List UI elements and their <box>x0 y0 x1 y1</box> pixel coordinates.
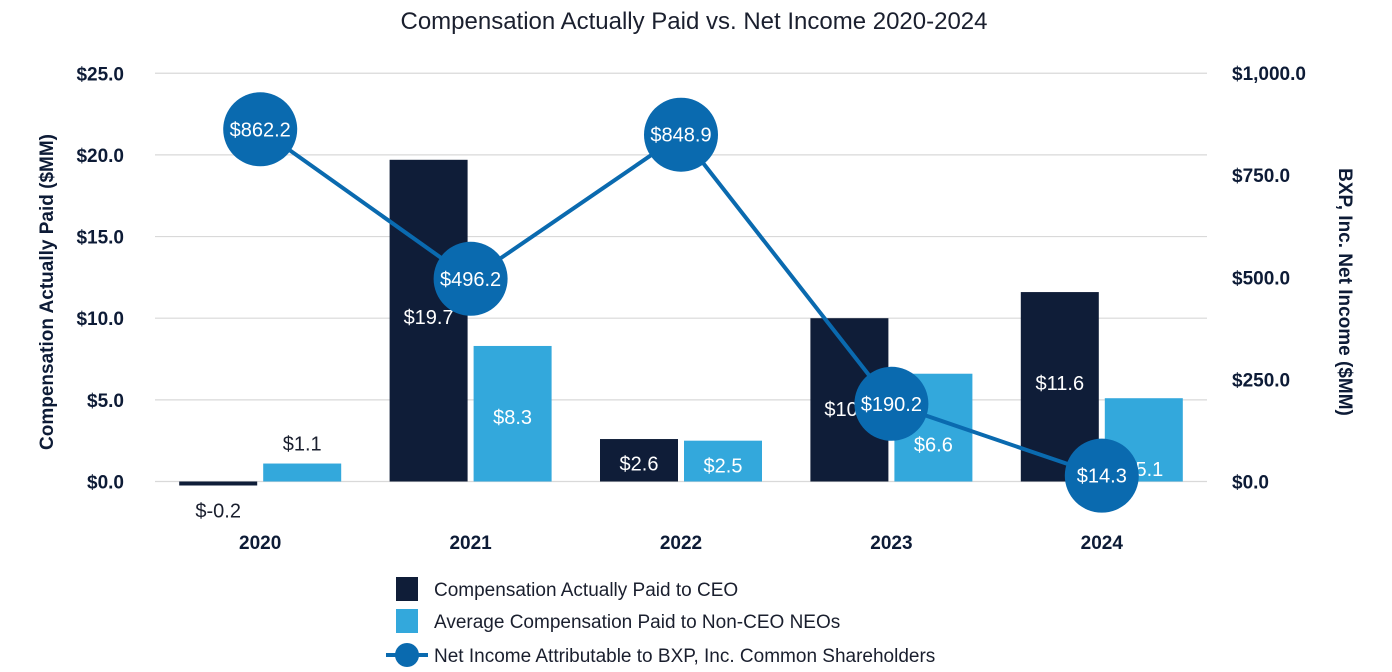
category-label-2022: 2022 <box>660 533 702 554</box>
ceo-bar-label-2021: $19.7 <box>404 307 454 329</box>
right-tick-label: $1,000.0 <box>1232 64 1306 85</box>
left-axis-title: Compensation Actually Paid ($MM) <box>37 134 58 450</box>
legend-marker-net-income <box>395 643 419 667</box>
net-income-marker-2020 <box>223 92 298 167</box>
right-tick-label: $0.0 <box>1232 473 1269 494</box>
neo-bar-2021 <box>473 345 552 482</box>
net-income-marker-2022 <box>644 97 718 172</box>
neo-bar-label-2020: $1.1 <box>283 434 322 456</box>
net-income-marker-2024 <box>1064 438 1139 513</box>
category-label-2020: 2020 <box>239 533 281 554</box>
net-income-label-2023: $190.2 <box>861 394 922 416</box>
net-income-label-2024: $14.3 <box>1077 466 1127 488</box>
net-income-line: $862.2 $496.2 $848.9 $190.2 $14.3 <box>223 92 1139 513</box>
net-income-polyline <box>259 127 1103 478</box>
right-axis-title: BXP, Inc. Net Income ($MM) <box>1334 168 1355 416</box>
left-tick-label: $5.0 <box>87 391 124 412</box>
left-tick-label: $20.0 <box>76 146 124 167</box>
left-tick-label: $15.0 <box>76 228 124 249</box>
ceo-bar-label-2024: $11.6 <box>1036 373 1085 395</box>
category-label-2024: 2024 <box>1081 533 1124 554</box>
category-label-2021: 2021 <box>449 533 492 554</box>
ceo-bar-label-2020: $-0.2 <box>195 501 241 523</box>
net-income-label-2021: $496.2 <box>440 269 501 291</box>
ceo-bar-2021 <box>389 159 468 482</box>
category-label-2023: 2023 <box>870 533 912 554</box>
neo-bar-label-2021: $8.3 <box>493 407 532 429</box>
ceo-bar-label-2022: $2.6 <box>620 454 659 476</box>
right-tick-label: $500.0 <box>1232 268 1290 289</box>
neo-bar-label-2023: $6.6 <box>914 435 953 457</box>
net-income-marker-2023 <box>854 366 929 441</box>
left-tick-label: $25.0 <box>76 64 124 85</box>
net-income-label-2020: $862.2 <box>230 119 291 141</box>
left-tick-label: $0.0 <box>87 473 124 494</box>
chart-title: Compensation Actually Paid vs. Net Incom… <box>400 8 987 35</box>
left-tick-label: $10.0 <box>76 309 124 330</box>
ceo-bar-2022 <box>600 439 678 482</box>
net-income-label-2022: $848.9 <box>650 125 711 147</box>
neo-bar-2022 <box>684 440 762 482</box>
left-axis-ticks: $0.0 $5.0 $10.0 $15.0 $20.0 $25.0 <box>76 64 124 493</box>
right-tick-label: $250.0 <box>1232 370 1290 391</box>
net-income-marker-2021 <box>433 241 508 316</box>
legend-swatch-ceo <box>396 577 418 601</box>
bars: $-0.2$1.1$19.7$8.3$2.6 $2.5$10.0$6.6$11.6… <box>179 159 1183 523</box>
ceo-bar-2020 <box>179 481 258 486</box>
legend-label-0: Compensation Actually Paid to CEO <box>434 580 738 601</box>
right-tick-label: $750.0 <box>1232 166 1290 187</box>
legend-swatch-neo <box>396 609 418 633</box>
legend-label-2: Net Income Attributable to BXP, Inc. Com… <box>434 646 935 667</box>
legend: Compensation Actually Paid to CEO Average… <box>386 577 935 667</box>
category-labels: 2020 2021 2022 2023 2024 <box>239 533 1123 554</box>
right-axis-ticks: $0.0 $250.0 $500.0 $750.0 $1,000.0 <box>1232 64 1306 494</box>
neo-bar-2020 <box>263 463 342 482</box>
neo-bar-label-2022: $2.5 <box>704 456 743 478</box>
legend-label-1: Average Compensation Paid to Non-CEO NEO… <box>434 612 840 633</box>
